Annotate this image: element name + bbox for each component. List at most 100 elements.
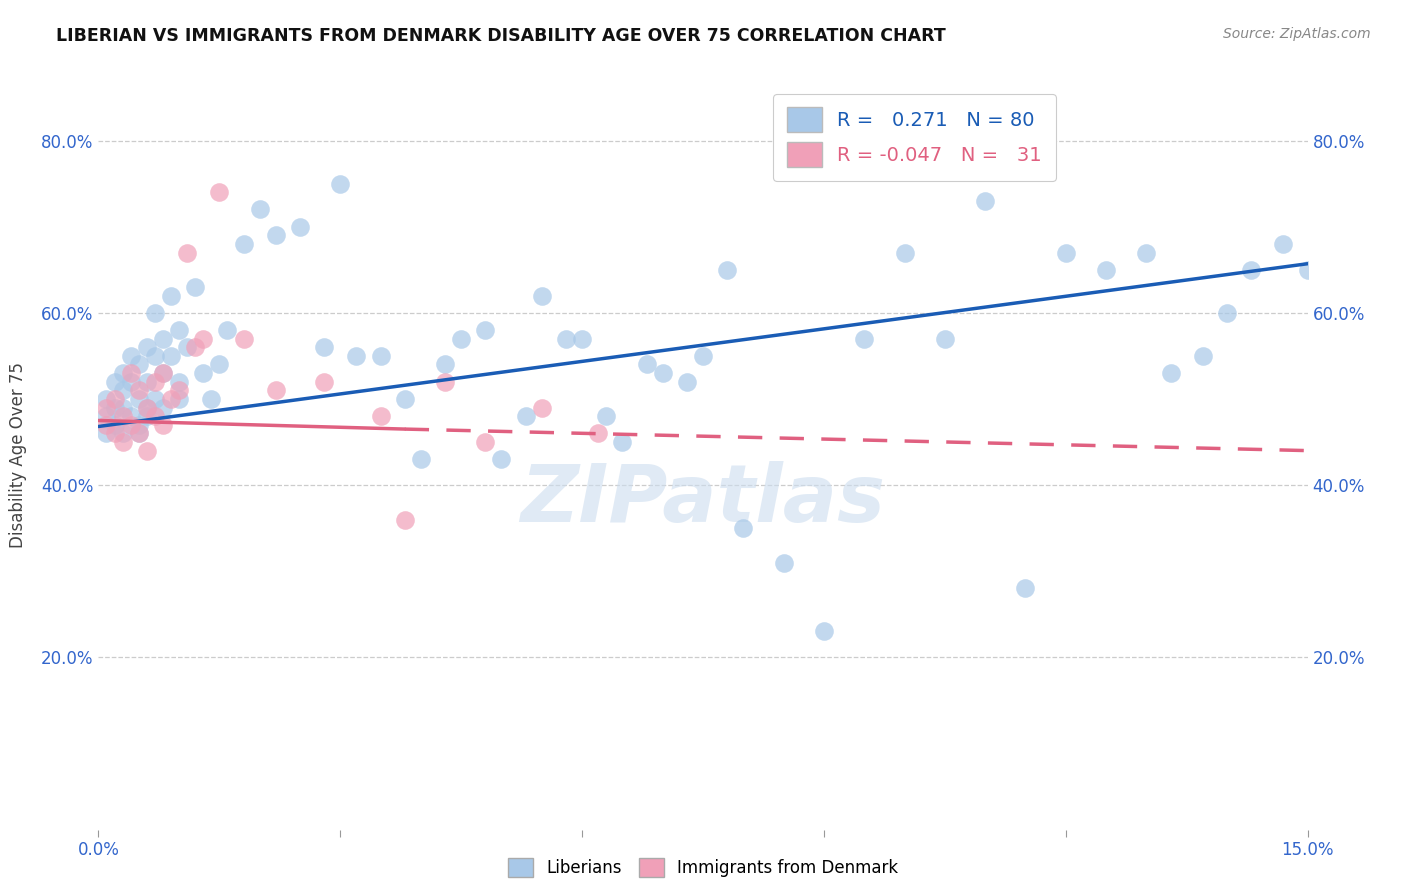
Point xyxy=(111,384,134,398)
Point xyxy=(893,245,915,260)
Point xyxy=(152,366,174,380)
Point xyxy=(394,512,416,526)
Point xyxy=(1191,349,1213,363)
Point xyxy=(193,332,215,346)
Point xyxy=(434,375,457,389)
Point xyxy=(571,332,593,346)
Point xyxy=(152,401,174,415)
Point xyxy=(733,521,755,535)
Point xyxy=(128,417,150,432)
Point xyxy=(409,452,432,467)
Point xyxy=(1216,306,1239,320)
Point xyxy=(249,202,271,217)
Legend: Liberians, Immigrants from Denmark: Liberians, Immigrants from Denmark xyxy=(502,851,904,884)
Point xyxy=(96,426,118,441)
Point xyxy=(128,426,150,441)
Point xyxy=(370,409,392,424)
Point xyxy=(208,186,231,200)
Y-axis label: Disability Age Over 75: Disability Age Over 75 xyxy=(10,362,27,548)
Point xyxy=(111,401,134,415)
Point xyxy=(135,401,157,415)
Point xyxy=(160,288,183,302)
Point xyxy=(586,426,609,441)
Point xyxy=(974,194,997,208)
Point xyxy=(111,366,134,380)
Point xyxy=(217,323,239,337)
Point xyxy=(103,426,125,441)
Point xyxy=(1135,245,1157,260)
Point xyxy=(143,306,166,320)
Point xyxy=(103,375,125,389)
Point xyxy=(232,236,254,251)
Point xyxy=(232,332,254,346)
Point xyxy=(103,392,125,406)
Point xyxy=(96,417,118,432)
Point xyxy=(314,340,336,354)
Point xyxy=(370,349,392,363)
Point xyxy=(111,435,134,450)
Point xyxy=(813,624,835,639)
Point xyxy=(111,426,134,441)
Point xyxy=(329,177,352,191)
Point xyxy=(128,358,150,372)
Point xyxy=(176,245,198,260)
Point xyxy=(167,392,190,406)
Point xyxy=(474,323,496,337)
Text: LIBERIAN VS IMMIGRANTS FROM DENMARK DISABILITY AGE OVER 75 CORRELATION CHART: LIBERIAN VS IMMIGRANTS FROM DENMARK DISA… xyxy=(56,27,946,45)
Point xyxy=(288,219,311,234)
Point xyxy=(530,288,553,302)
Point xyxy=(143,349,166,363)
Point xyxy=(103,401,125,415)
Point xyxy=(128,384,150,398)
Point xyxy=(208,358,231,372)
Point xyxy=(152,332,174,346)
Point xyxy=(135,401,157,415)
Text: Source: ZipAtlas.com: Source: ZipAtlas.com xyxy=(1223,27,1371,41)
Point xyxy=(143,409,166,424)
Point xyxy=(120,409,142,424)
Point xyxy=(651,366,673,380)
Point xyxy=(264,384,287,398)
Point xyxy=(595,409,617,424)
Legend: R =   0.271   N = 80, R = -0.047   N =   31: R = 0.271 N = 80, R = -0.047 N = 31 xyxy=(773,94,1056,181)
Point xyxy=(184,280,207,294)
Point xyxy=(1240,262,1263,277)
Point xyxy=(772,556,794,570)
Point xyxy=(530,401,553,415)
Point xyxy=(474,435,496,450)
Point xyxy=(167,323,190,337)
Point xyxy=(120,366,142,380)
Point xyxy=(264,228,287,243)
Point xyxy=(555,332,578,346)
Point xyxy=(167,375,190,389)
Point xyxy=(96,409,118,424)
Point xyxy=(1014,582,1036,596)
Point xyxy=(120,417,142,432)
Point xyxy=(491,452,513,467)
Point xyxy=(96,392,118,406)
Point xyxy=(128,392,150,406)
Point xyxy=(103,417,125,432)
Point xyxy=(612,435,634,450)
Point xyxy=(1054,245,1077,260)
Point xyxy=(120,375,142,389)
Point xyxy=(450,332,472,346)
Point xyxy=(120,349,142,363)
Text: ZIPatlas: ZIPatlas xyxy=(520,461,886,539)
Point xyxy=(692,349,714,363)
Point xyxy=(1095,262,1118,277)
Point xyxy=(160,349,183,363)
Point xyxy=(934,332,956,346)
Point xyxy=(1296,262,1319,277)
Point xyxy=(1272,236,1295,251)
Point xyxy=(167,384,190,398)
Point xyxy=(135,375,157,389)
Point xyxy=(193,366,215,380)
Point xyxy=(176,340,198,354)
Point xyxy=(1160,366,1182,380)
Point xyxy=(314,375,336,389)
Point xyxy=(344,349,367,363)
Point xyxy=(152,417,174,432)
Point xyxy=(143,375,166,389)
Point xyxy=(135,409,157,424)
